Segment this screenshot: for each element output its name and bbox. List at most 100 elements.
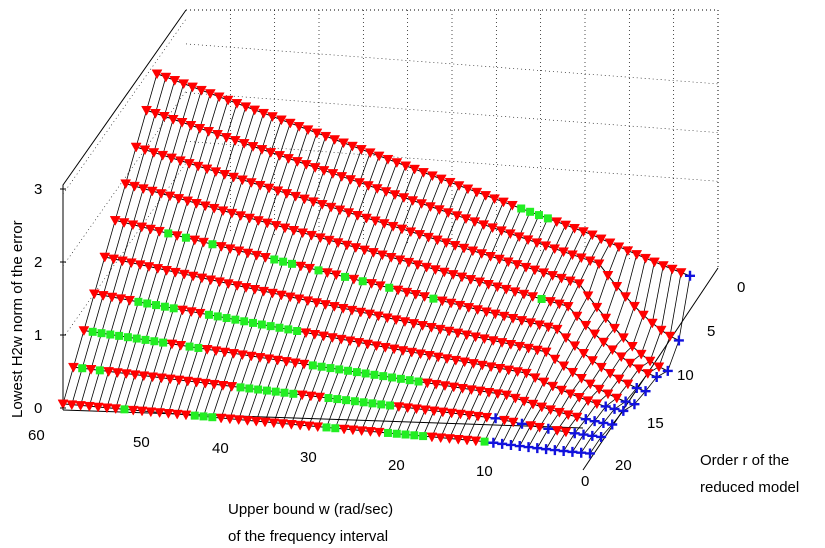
grid-line-horizontal (185, 43, 719, 85)
marker-red-triangle (649, 257, 660, 268)
mesh-connector (312, 170, 325, 202)
marker-red-triangle (459, 357, 471, 368)
marker-red-triangle (429, 265, 441, 276)
marker-blue-plus (580, 414, 591, 425)
marker-red-triangle (118, 218, 130, 229)
marker-red-triangle (410, 290, 422, 300)
marker-red-triangle (376, 250, 388, 261)
marker-red-triangle (516, 316, 528, 326)
marker-red-triangle (314, 233, 326, 244)
mesh-connector (130, 226, 143, 263)
marker-red-triangle (442, 208, 454, 219)
mesh-connector (71, 368, 83, 405)
marker-red-triangle (337, 303, 349, 314)
marker-green-square (361, 369, 370, 378)
mesh-connector (376, 317, 388, 346)
marker-blue-plus (589, 416, 600, 427)
marker-red-triangle (587, 356, 598, 366)
marker-red-triangle (551, 426, 563, 436)
mesh-connector (452, 247, 465, 275)
marker-green-square (254, 385, 263, 394)
marker-red-triangle (622, 379, 634, 390)
marker-blue-plus (497, 438, 508, 449)
mesh-connector (277, 158, 289, 191)
marker-red-triangle (164, 191, 176, 202)
mesh-connector (419, 206, 431, 235)
marker-red-triangle (354, 178, 365, 188)
marker-red-triangle (155, 189, 167, 199)
marker-red-triangle (373, 427, 385, 438)
mesh-connector (305, 132, 318, 165)
marker-red-triangle (565, 389, 576, 400)
marker-red-triangle (68, 362, 79, 373)
mesh-connector (152, 342, 164, 377)
marker-red-triangle (602, 271, 614, 281)
marker-red-triangle (279, 223, 291, 234)
marker-red-triangle (418, 168, 429, 178)
mesh-connector (282, 230, 295, 262)
x-tick-label: 10 (476, 463, 493, 480)
x-tick-label: 20 (388, 457, 405, 474)
marker-red-triangle (470, 332, 481, 343)
marker-green-square (169, 304, 178, 313)
marker-red-triangle (182, 376, 194, 387)
mesh-connector (243, 109, 256, 144)
marker-red-triangle (576, 373, 587, 384)
mesh-connector (447, 185, 460, 213)
mesh-connector (409, 353, 421, 381)
marker-red-triangle (192, 161, 204, 172)
mesh-connector (403, 168, 415, 198)
marker-red-triangle (222, 279, 234, 290)
mesh-connector (358, 313, 370, 343)
marker-green-square (410, 431, 419, 440)
marker-red-triangle (189, 235, 201, 246)
mesh-connector (396, 407, 409, 434)
marker-blue-plus (596, 431, 607, 442)
marker-red-triangle (203, 127, 215, 137)
mesh-connector (350, 149, 362, 180)
mesh-connector (465, 191, 478, 219)
marker-red-triangle (602, 389, 614, 400)
mesh-connector (231, 179, 243, 214)
marker-red-triangle (66, 400, 78, 411)
marker-green-square (284, 325, 293, 334)
mesh-connector (351, 281, 364, 311)
mesh-connector (235, 287, 247, 320)
marker-red-triangle (268, 418, 280, 429)
marker-blue-plus (620, 396, 631, 407)
mesh-connector (92, 295, 104, 332)
mesh-connector (295, 164, 307, 197)
marker-red-triangle (441, 354, 453, 365)
marker-red-triangle (569, 223, 580, 234)
marker-red-triangle (485, 251, 496, 262)
marker-red-triangle (240, 283, 252, 293)
mesh-connector (231, 354, 243, 387)
mesh-connector (463, 221, 476, 249)
mesh-connector (354, 373, 367, 402)
marker-red-triangle (178, 269, 190, 280)
marker-red-triangle (509, 287, 521, 298)
mesh-connector (323, 139, 336, 171)
mesh-connector (474, 195, 487, 222)
marker-red-triangle (196, 273, 208, 284)
marker-red-triangle (485, 362, 497, 373)
marker-red-triangle (387, 221, 399, 232)
mesh-connector (574, 418, 587, 434)
marker-red-triangle (419, 292, 431, 302)
mesh-connector (155, 270, 167, 306)
marker-red-triangle (224, 414, 236, 425)
marker-red-triangle (151, 69, 163, 80)
marker-blue-plus (673, 335, 684, 346)
marker-blue-plus (490, 413, 501, 424)
marker-red-triangle (347, 141, 358, 152)
mesh-connector (290, 394, 303, 425)
mesh-connector (187, 347, 199, 382)
marker-red-triangle (160, 72, 172, 83)
mesh-connector (197, 131, 210, 167)
marker-green-square (308, 361, 317, 370)
mesh-connector (245, 255, 258, 288)
marker-red-triangle (185, 121, 197, 131)
marker-red-triangle (381, 313, 393, 324)
marker-red-triangle (115, 294, 127, 305)
marker-blue-plus (578, 429, 589, 440)
